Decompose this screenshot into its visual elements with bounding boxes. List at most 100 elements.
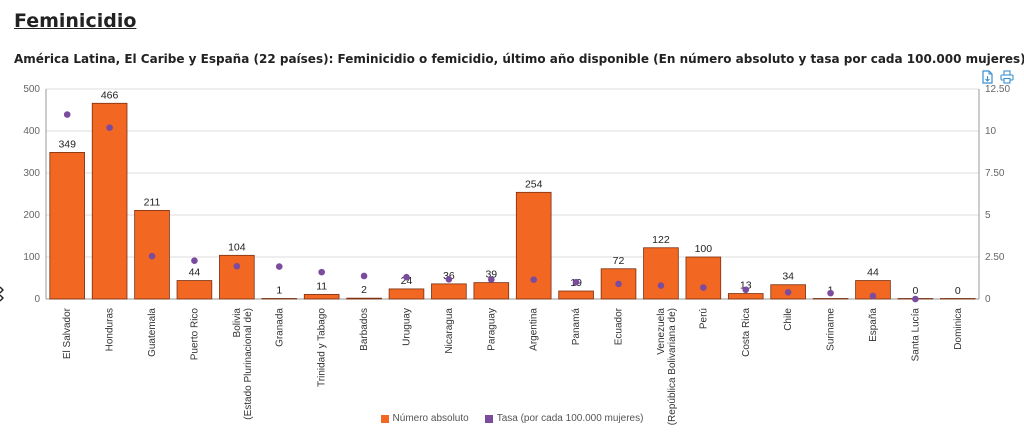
bar[interactable]: [812, 298, 849, 300]
bar[interactable]: [91, 102, 128, 300]
x-tick-label: Costa Rica: [741, 308, 752, 357]
x-tick-label: Barbados: [359, 308, 370, 351]
legend: Número absoluto Tasa (por cada 100.000 m…: [0, 413, 1024, 424]
x-tick-label: Honduras: [105, 308, 116, 351]
y-right-tick-label: 5: [985, 210, 991, 221]
bar-value-label: 254: [525, 178, 543, 190]
bar[interactable]: [685, 256, 722, 300]
bar-value-label: 34: [782, 271, 794, 283]
bar[interactable]: [346, 297, 382, 300]
bar[interactable]: [727, 293, 764, 300]
x-tick-label-line: Granada: [274, 308, 285, 347]
bar-value-label: 211: [144, 196, 161, 208]
rate-point[interactable]: [360, 272, 368, 280]
x-tick-label-line: Suriname: [826, 308, 837, 351]
y-axis-left: 0 100 200 300 400 500: [23, 84, 40, 305]
rate-point[interactable]: [233, 262, 241, 270]
bar[interactable]: [388, 288, 425, 300]
x-tick-label-line: Guatemala: [147, 308, 158, 357]
bar[interactable]: [303, 293, 340, 300]
x-tick-label-line: Barbados: [359, 308, 370, 351]
page-title: Feminicidio: [14, 10, 137, 32]
bar-value-label: 466: [101, 89, 119, 101]
rate-point[interactable]: [63, 111, 71, 118]
x-tick-label: Ecuador: [614, 307, 625, 345]
x-tick-label: Dominica: [953, 308, 964, 350]
bar-value-label: 0: [912, 285, 918, 297]
bar-series: 3494662114410411122436392541972122100133…: [49, 89, 976, 300]
rate-point[interactable]: [742, 286, 750, 294]
bar-value-label: 0: [955, 285, 961, 297]
x-tick-label-line: España: [868, 308, 879, 342]
rate-point[interactable]: [615, 280, 622, 288]
legend-swatch-bar: [380, 414, 389, 423]
y-left-tick-label: 400: [23, 126, 40, 137]
rate-point[interactable]: [148, 252, 156, 260]
bar-value-label: 44: [189, 267, 201, 279]
rate-point[interactable]: [912, 295, 919, 303]
y-left-tick-label: 500: [23, 84, 40, 95]
x-tick-label-line: Uruguay: [401, 308, 412, 346]
rate-point[interactable]: [445, 276, 453, 283]
bar-value-label: 72: [613, 255, 625, 267]
x-tick-label: Perú: [698, 308, 709, 329]
x-tick-label-line: El Salvador: [62, 307, 73, 359]
x-tick-label: Suriname: [826, 308, 837, 351]
rate-point[interactable]: [700, 284, 707, 291]
bar[interactable]: [558, 290, 594, 300]
bar[interactable]: [473, 282, 510, 300]
bar-value-label: 349: [58, 138, 76, 150]
x-tick-label-line: Chile: [783, 308, 794, 331]
bar-value-label: 100: [695, 243, 713, 255]
legend-item-tasa[interactable]: Tasa (por cada 100.000 mujeres): [484, 413, 643, 424]
y-right-tick-label: 2.50: [985, 252, 1005, 263]
bar[interactable]: [643, 247, 679, 300]
y-axis-right: 0 2.50 5 7.50 10 12.50: [985, 84, 1010, 305]
x-tick-label: Panamá: [571, 308, 582, 346]
bar[interactable]: [49, 152, 85, 300]
x-tick-label: Puerto Rico: [189, 308, 200, 361]
rate-point[interactable]: [827, 289, 834, 297]
x-tick-label-line: Santa Lucía: [910, 308, 921, 362]
resize-handle-icon[interactable]: [0, 285, 4, 303]
rate-point[interactable]: [275, 263, 283, 270]
y-right-tick-label: 12.50: [985, 84, 1010, 95]
rate-point[interactable]: [572, 278, 580, 286]
y-left-tick-label: 0: [34, 294, 40, 305]
x-tick-label: Chile: [783, 308, 794, 331]
y-right-tick-label: 10: [985, 126, 997, 137]
bar[interactable]: [261, 298, 298, 300]
rate-point[interactable]: [530, 276, 538, 283]
rate-point[interactable]: [657, 282, 665, 289]
bar[interactable]: [431, 283, 467, 300]
bar[interactable]: [940, 298, 976, 300]
x-tick-label: Granada: [274, 308, 285, 347]
x-tick-label: El Salvador: [62, 307, 73, 359]
bar[interactable]: [176, 280, 213, 300]
y-right-tick-label: 0: [985, 294, 991, 305]
bar-value-label: 13: [740, 280, 752, 292]
rate-point[interactable]: [318, 268, 325, 276]
y-right-tick-label: 7.50: [985, 168, 1005, 179]
y-left-tick-label: 100: [23, 252, 40, 263]
x-tick-label: Trinidad y Tabago: [317, 308, 328, 387]
printer-icon[interactable]: [1000, 70, 1014, 84]
bar-value-label: 11: [316, 280, 327, 292]
rate-point[interactable]: [106, 124, 113, 131]
x-tick-label-line: Paraguay: [486, 308, 497, 351]
rate-point[interactable]: [403, 273, 410, 281]
rate-point[interactable]: [784, 288, 792, 296]
x-tick-label: Argentina: [529, 308, 540, 351]
bar[interactable]: [219, 254, 255, 300]
rate-point[interactable]: [191, 257, 198, 264]
x-axis-labels: El Salvador Honduras Guatemala Puerto Rico B…: [62, 307, 964, 425]
rate-point[interactable]: [869, 292, 877, 300]
x-tick-label-line: Honduras: [105, 308, 116, 351]
rate-point[interactable]: [487, 276, 495, 283]
document-export-icon[interactable]: [980, 70, 994, 84]
legend-item-numero[interactable]: Número absoluto: [380, 413, 469, 424]
bar-value-label: 39: [485, 269, 497, 281]
bar[interactable]: [515, 191, 552, 300]
x-tick-label: Bolivia(Estado Plurinacional de): [232, 308, 254, 420]
